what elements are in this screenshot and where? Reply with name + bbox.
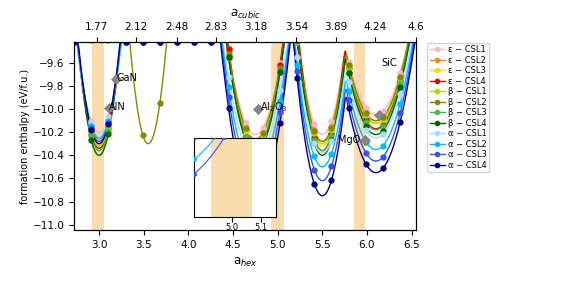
Y-axis label: formation enthalpy (eV/f.u.): formation enthalpy (eV/f.u.) — [20, 69, 30, 204]
Legend: ε − CSL1, ε − CSL2, ε − CSL3, ε − CSL4, β − CSL1, β − CSL2, β − CSL3, β − CSL4, : ε − CSL1, ε − CSL2, ε − CSL3, ε − CSL4, … — [427, 42, 489, 172]
Bar — [271, 42, 284, 230]
Bar — [92, 42, 104, 230]
X-axis label: a$_{hex}$: a$_{hex}$ — [233, 256, 258, 269]
X-axis label: a$_{cubic}$: a$_{cubic}$ — [230, 8, 260, 21]
Text: GaN: GaN — [117, 73, 138, 83]
Bar — [353, 42, 365, 230]
Text: Al$_2$O$_3$: Al$_2$O$_3$ — [260, 101, 287, 114]
Text: AlN: AlN — [109, 102, 125, 112]
Text: SiC: SiC — [381, 58, 397, 68]
Text: MgO: MgO — [339, 135, 361, 145]
